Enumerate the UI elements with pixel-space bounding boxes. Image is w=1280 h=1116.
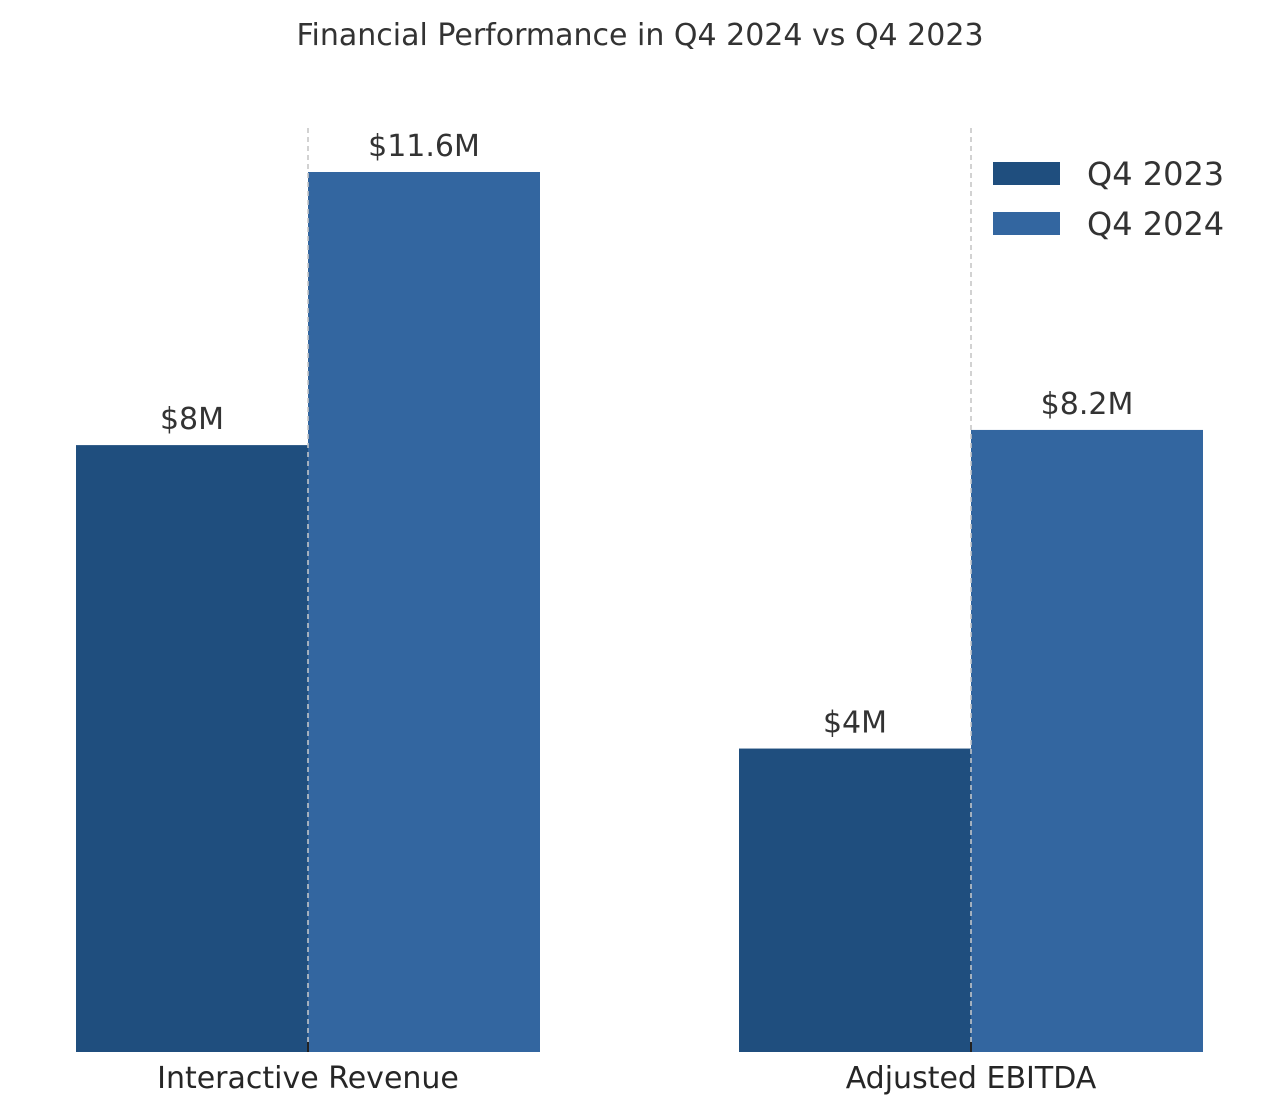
legend-label: Q4 2023 xyxy=(1087,155,1224,193)
legend-swatch xyxy=(993,212,1060,235)
bar-q4-2024-1 xyxy=(971,429,1203,1052)
data-label: $8M xyxy=(160,402,224,437)
legend: Q4 2023 Q4 2024 xyxy=(993,155,1224,243)
data-labels: $8M $4M $11.6M $8.2M xyxy=(160,128,1133,1052)
bar-q4-2024-0 xyxy=(308,172,540,1052)
legend-label: Q4 2024 xyxy=(1087,205,1224,243)
data-label: $11.6M xyxy=(368,129,480,164)
data-label: $8.2M xyxy=(1041,387,1134,422)
bar-q4-2023-0 xyxy=(76,445,308,1052)
x-tick-label: Adjusted EBITDA xyxy=(846,1061,1097,1096)
legend-swatch xyxy=(993,162,1060,185)
x-axis: Interactive Revenue Adjusted EBITDA xyxy=(157,1042,1097,1096)
x-tick-label: Interactive Revenue xyxy=(157,1061,459,1096)
chart-title: Financial Performance in Q4 2024 vs Q4 2… xyxy=(296,18,983,53)
data-label: $4M xyxy=(823,706,887,741)
bars-layer xyxy=(76,172,1203,1052)
bar-q4-2023-1 xyxy=(739,748,971,1052)
